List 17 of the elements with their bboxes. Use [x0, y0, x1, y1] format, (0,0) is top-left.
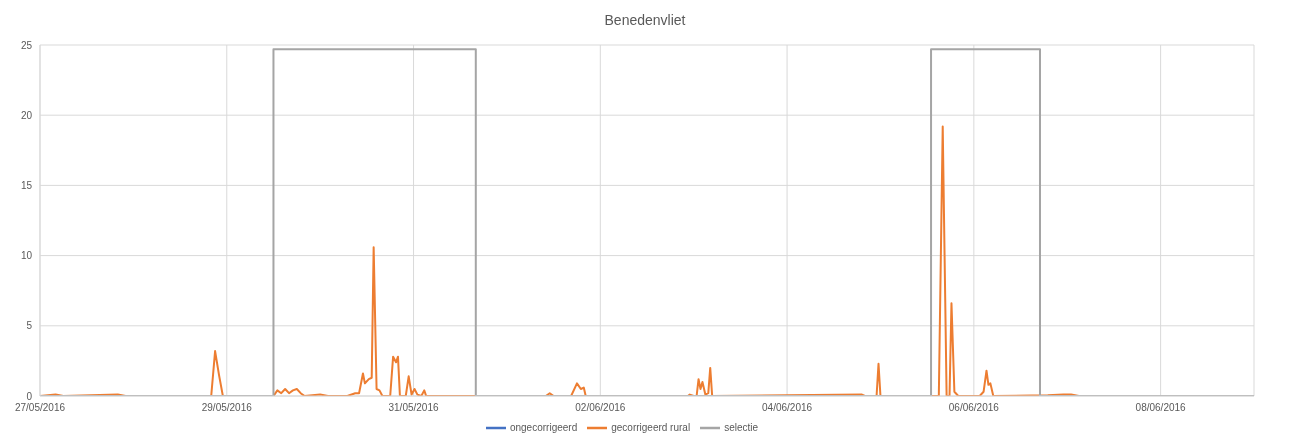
x-tick-label: 31/05/2016	[388, 402, 439, 414]
y-tick-label: 5	[26, 320, 33, 332]
x-tick-label: 06/06/2016	[948, 402, 1000, 414]
legend-label: selectie	[724, 421, 759, 433]
y-tick-label: 20	[20, 109, 33, 121]
y-tick-label: 25	[20, 39, 33, 51]
y-tick-label: 10	[20, 250, 33, 262]
x-tick-label: 08/06/2016	[1135, 402, 1187, 414]
y-tick-label: 0	[26, 390, 33, 402]
legend-label: ongecorrigeerd	[509, 421, 578, 433]
x-tick-label: 27/05/2016	[14, 402, 66, 414]
x-tick-label: 04/06/2016	[762, 402, 813, 414]
y-tick-label: 15	[20, 179, 33, 191]
legend-label: gecorrigeerd rural	[611, 421, 691, 433]
x-tick-label: 02/06/2016	[575, 402, 626, 414]
x-tick-label: 29/05/2016	[201, 402, 253, 414]
chart-title: Benedenvliet	[603, 12, 687, 28]
